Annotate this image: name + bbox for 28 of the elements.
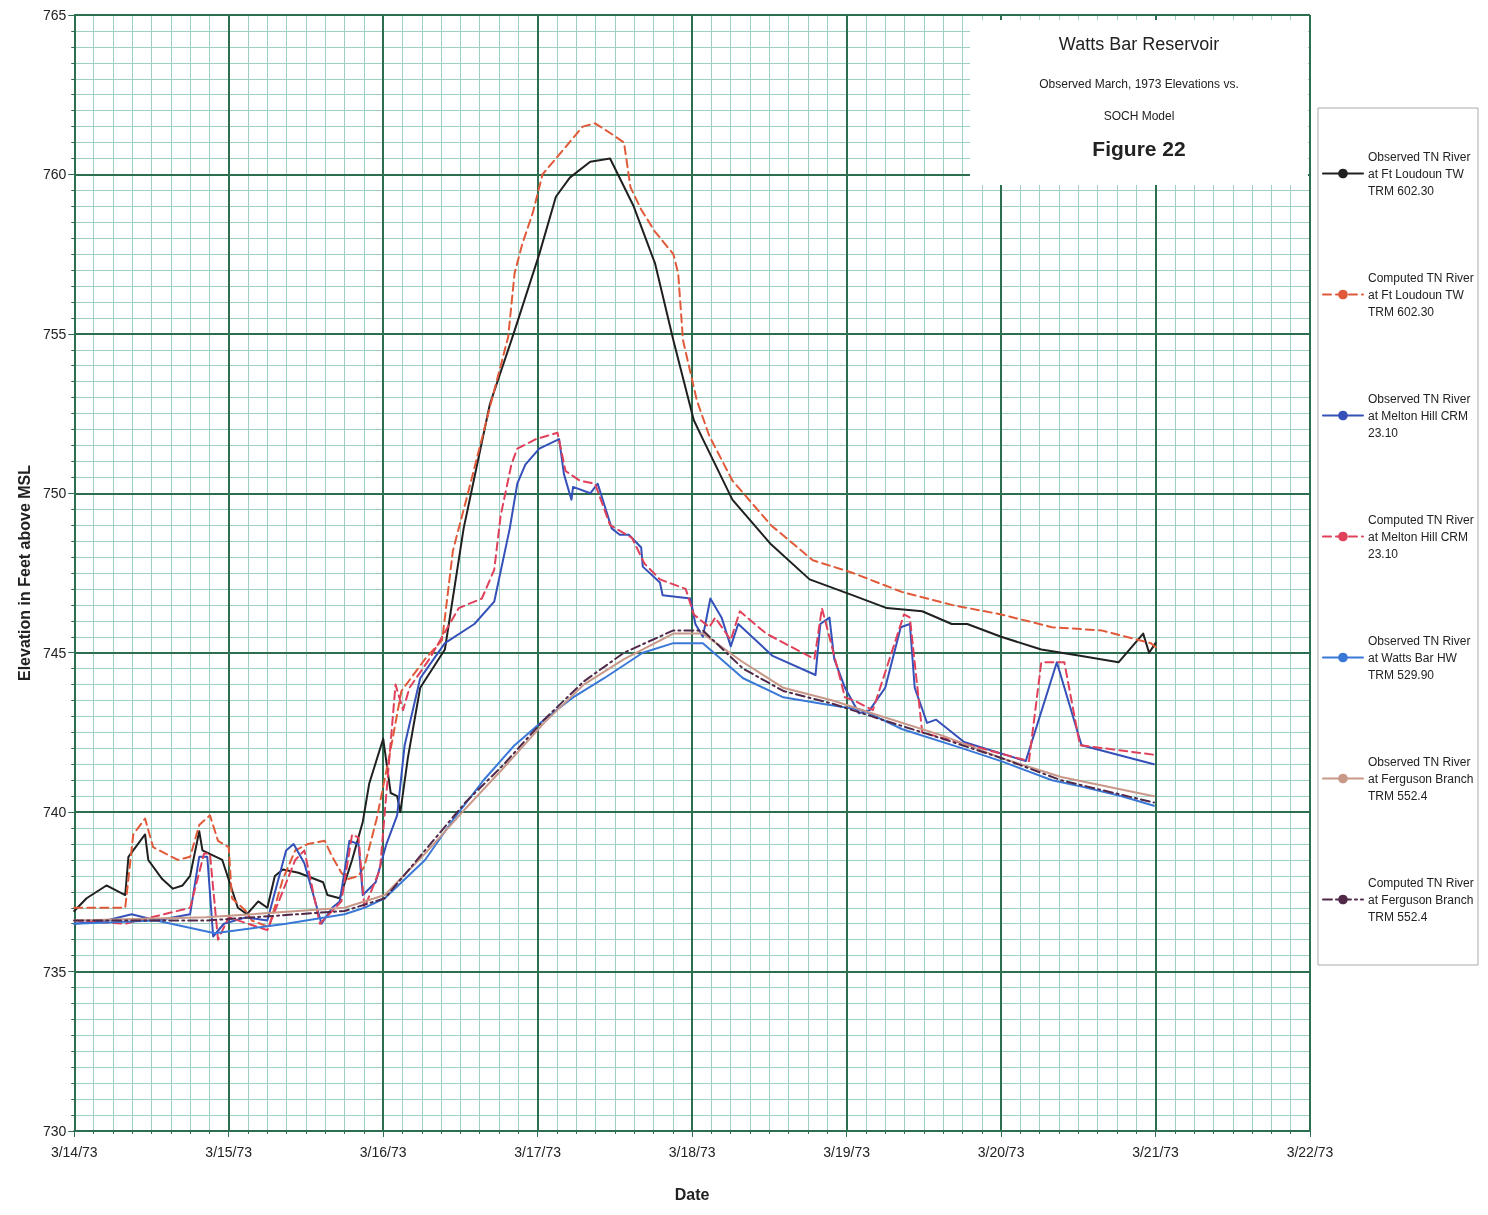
legend-label: Observed TN River at Ft Loudoun TW TRM 602.30 xyxy=(1367,149,1471,198)
legend-label: Computed TN River at Ferguson Branch TRM 552.4 xyxy=(1367,875,1474,924)
x-tick-label: 3/19/73 xyxy=(823,1144,871,1160)
y-tick-label: 765 xyxy=(42,7,67,23)
x-tick-label: 3/16/73 xyxy=(359,1144,407,1160)
x-axis-title: Date xyxy=(674,1185,710,1203)
y-tick-label: 760 xyxy=(42,166,67,183)
y-axis-title: Elevation in Feet above MSL xyxy=(15,464,33,682)
annotation: Figure 22 xyxy=(1091,137,1187,161)
legend-label: Computed TN River at Ft Loudoun TW TRM 602.30 xyxy=(1367,270,1474,319)
x-tick-label: 3/18/73 xyxy=(668,1144,716,1160)
y-tick-label: 735 xyxy=(42,963,67,980)
y-tick-label: 740 xyxy=(42,804,67,821)
y-tick-label: 755 xyxy=(42,325,67,342)
legend-label: Observed TN River at Ferguson Branch TRM 552.4 xyxy=(1367,754,1474,803)
legend-label: Observed TN River at Melton Hill CRM 23.10 xyxy=(1367,391,1471,440)
x-tick-label: 3/22/73 xyxy=(1286,1144,1334,1160)
x-tick-label: 3/17/73 xyxy=(514,1144,562,1160)
y-tick-label: 730 xyxy=(42,1123,67,1139)
y-tick-label: 750 xyxy=(42,485,67,502)
legend-label: Computed TN River at Melton Hill CRM 23.10 xyxy=(1367,512,1474,561)
title-panel: Watts Bar Reservoir Observed March, 1973 Elevations vs. SOCH Model Figure 22 xyxy=(970,20,1308,185)
y-tick-label: 745 xyxy=(42,644,67,661)
x-tick-label: 3/14/73 xyxy=(50,1144,98,1160)
x-tick-label: 3/20/73 xyxy=(977,1144,1025,1160)
x-tick-label: 3/21/73 xyxy=(1132,1144,1180,1160)
x-tick-label: 3/15/73 xyxy=(205,1144,253,1160)
legend-label: Observed TN River at Watts Bar HW TRM 529.90 xyxy=(1367,633,1471,682)
